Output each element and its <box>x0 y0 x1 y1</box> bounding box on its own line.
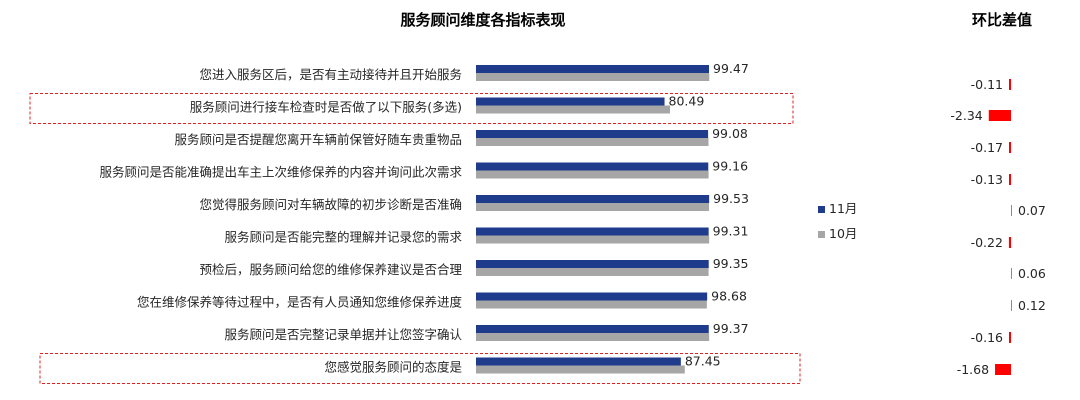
bar-value-label: 99.16 <box>712 159 748 174</box>
diff-value-label: 0.12 <box>1018 298 1046 313</box>
diff-value-label: -1.68 <box>957 362 989 377</box>
diff-value-label: -0.16 <box>971 330 1003 345</box>
bar-oct <box>476 105 671 114</box>
bar-value-label: 99.47 <box>713 61 749 76</box>
diff-bar <box>1008 237 1011 248</box>
diff-bar <box>995 364 1011 375</box>
category-label: 您在维修保养等待过程中，是否有人员通知您维修保养进度 <box>137 295 463 310</box>
bar-oct <box>476 268 709 276</box>
diff-value-label: -2.34 <box>950 108 982 123</box>
bar-value-labels: 99.47 80.49 99.08 99.16 99.53 99.31 99.35 98.68… <box>669 61 749 369</box>
diff-value-label: -0.11 <box>971 77 1003 92</box>
bar-oct <box>476 365 685 374</box>
bar-oct <box>476 138 709 146</box>
bar-oct <box>476 73 710 81</box>
bar-value-label: 99.31 <box>713 224 749 239</box>
category-label: 服务顾问进行接车检查时是否做了以下服务(多选) <box>190 100 462 115</box>
diff-value-label: -0.17 <box>971 140 1003 155</box>
legend-label: 10月 <box>829 226 857 241</box>
bar-oct <box>476 333 710 341</box>
diff-bar <box>1011 268 1012 279</box>
bar-nov <box>476 130 709 138</box>
category-label: 服务顾问是否完整记录单据并让您签字确认 <box>224 327 462 342</box>
bar-oct <box>476 170 709 179</box>
diff-bar <box>1009 79 1011 90</box>
diff-bar <box>1009 332 1011 343</box>
diff-value-label: 0.07 <box>1018 203 1046 218</box>
category-label: 您感觉服务顾问的态度是 <box>324 360 462 375</box>
legend-label: 11月 <box>829 201 857 216</box>
bar-nov <box>476 325 709 333</box>
legend-swatch <box>818 231 825 238</box>
bar-oct <box>476 235 710 244</box>
bar-oct <box>476 300 707 309</box>
highlight-box <box>29 93 794 124</box>
category-label: 服务顾问是否能完整的理解并记录您的需求 <box>224 230 462 245</box>
bar-nov <box>476 97 665 106</box>
bar-value-label: 99.08 <box>712 126 748 141</box>
diff-value-label: -0.13 <box>971 172 1003 187</box>
bar-nov <box>476 65 709 73</box>
diff-bar <box>1011 205 1012 216</box>
category-label: 服务顾问是否能准确提出车主上次维修保养的内容并询问此次需求 <box>99 165 462 180</box>
diff-chart-title: 环比差值 <box>972 11 1032 29</box>
bar-nov <box>476 357 681 366</box>
diff-value-label: 0.06 <box>1018 266 1046 281</box>
diff-bar <box>1011 300 1012 311</box>
bar-value-label: 87.45 <box>685 354 721 369</box>
category-label: 您进入服务区后，是否有主动接待并且开始服务 <box>199 67 462 82</box>
highlight-boxes <box>29 93 801 384</box>
diff-bar <box>988 110 1011 121</box>
legend-swatch <box>818 206 825 213</box>
bar-nov <box>476 292 708 301</box>
bar-value-label: 99.37 <box>713 321 749 336</box>
legend: 11月 10月 <box>818 201 857 241</box>
bar-nov <box>476 260 709 268</box>
diff-value-label: -0.22 <box>971 235 1003 250</box>
category-label: 预检后，服务顾问给您的维修保养建议是否合理 <box>199 262 462 277</box>
bar-value-label: 99.35 <box>713 256 749 271</box>
main-chart-title: 服务顾问维度各指标表现 <box>400 11 565 29</box>
bar-nov <box>476 227 709 236</box>
bar-value-label: 80.49 <box>669 94 705 109</box>
bar-value-label: 99.53 <box>713 191 749 206</box>
diff-bar <box>1009 174 1011 185</box>
bar-marks <box>476 65 710 374</box>
category-label: 服务顾问是否提醒您离开车辆前保管好随车贵重物品 <box>174 132 462 147</box>
diff-bar-marks <box>988 79 1012 375</box>
bar-nov <box>476 162 709 171</box>
diff-value-labels: -0.11 -2.34 -0.17 -0.13 0.07 -0.22 0.06 0.12 -0.… <box>950 77 1045 377</box>
bar-oct <box>476 203 709 211</box>
category-labels: 您进入服务区后，是否有主动接待并且开始服务服务顾问进行接车检查时是否做了以下服务… <box>99 67 462 375</box>
highlight-box <box>39 353 801 384</box>
category-label: 您觉得服务顾问对车辆故障的初步诊断是否准确 <box>199 197 462 212</box>
diff-bar <box>1009 142 1011 153</box>
bar-nov <box>476 195 710 203</box>
bar-value-label: 98.68 <box>711 289 747 304</box>
